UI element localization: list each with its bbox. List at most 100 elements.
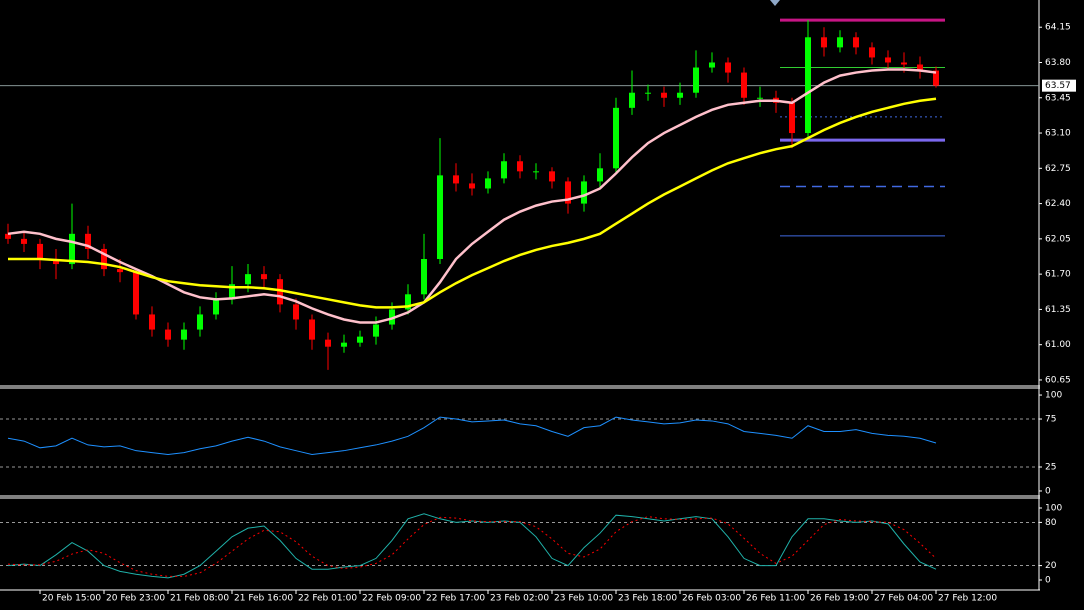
x-tick-label: 22 Feb 01:00 bbox=[298, 594, 357, 604]
x-tick-label: 20 Feb 15:00 bbox=[42, 594, 101, 604]
candle-body bbox=[405, 294, 411, 310]
x-tick-label: 23 Feb 18:00 bbox=[618, 594, 677, 604]
candle-body bbox=[837, 37, 843, 48]
price-label-bg bbox=[1042, 79, 1076, 92]
candle-body bbox=[485, 178, 491, 189]
candle-body bbox=[437, 175, 443, 260]
y-tick-label: 63.10 bbox=[1045, 129, 1071, 139]
candle-body bbox=[341, 342, 347, 347]
candle-body bbox=[229, 284, 235, 300]
candle-body bbox=[581, 181, 587, 204]
y-tick-label: 61.00 bbox=[1045, 340, 1071, 350]
x-tick-label: 26 Feb 11:00 bbox=[746, 594, 805, 604]
candle-body bbox=[101, 248, 107, 270]
candle-body bbox=[197, 314, 203, 330]
candle-body bbox=[117, 269, 123, 273]
candle-body bbox=[917, 64, 923, 71]
x-tick-label: 21 Feb 08:00 bbox=[170, 594, 229, 604]
candle-body bbox=[597, 168, 603, 182]
candle-body bbox=[933, 70, 939, 86]
candle-body bbox=[629, 92, 635, 108]
candle-body bbox=[517, 161, 523, 172]
x-tick-label: 26 Feb 03:00 bbox=[682, 594, 741, 604]
y-tick-label: 60.65 bbox=[1045, 375, 1071, 385]
candle-body bbox=[677, 92, 683, 98]
candle-body bbox=[469, 183, 475, 189]
y-tick-label: 62.05 bbox=[1045, 234, 1071, 244]
x-tick-label: 23 Feb 02:00 bbox=[490, 594, 549, 604]
candle-body bbox=[325, 339, 331, 347]
y-tick-label: 64.15 bbox=[1045, 23, 1071, 33]
candle-body bbox=[5, 233, 11, 239]
candle-body bbox=[821, 37, 827, 48]
marker bbox=[770, 0, 780, 6]
candle-body bbox=[69, 233, 75, 265]
candle-body bbox=[709, 62, 715, 68]
y-tick-label: 25 bbox=[1045, 462, 1056, 472]
candle-body bbox=[757, 97, 763, 99]
candle-body bbox=[21, 238, 27, 244]
x-tick-label: 21 Feb 16:00 bbox=[234, 594, 293, 604]
candle-body bbox=[645, 92, 651, 94]
indicator-line bbox=[7, 416, 937, 456]
y-tick-label: 61.70 bbox=[1045, 270, 1071, 280]
x-tick-label: 23 Feb 10:00 bbox=[554, 594, 613, 604]
y-tick-label: 20 bbox=[1045, 561, 1057, 571]
y-tick-label: 100 bbox=[1045, 503, 1062, 513]
y-tick-label: 0 bbox=[1045, 575, 1051, 585]
x-tick-label: 26 Feb 19:00 bbox=[810, 594, 869, 604]
candle-body bbox=[725, 62, 731, 73]
price-label: 63.57 bbox=[1045, 81, 1071, 91]
candle-body bbox=[661, 92, 667, 98]
candle-body bbox=[85, 233, 91, 249]
y-tick-label: 0 bbox=[1045, 486, 1051, 496]
candle-body bbox=[293, 304, 299, 320]
moving-average bbox=[7, 68, 937, 324]
candle-body bbox=[245, 274, 251, 285]
candle-body bbox=[261, 274, 267, 280]
candle-body bbox=[741, 72, 747, 98]
candle-body bbox=[309, 319, 315, 340]
x-tick-label: 27 Feb 12:00 bbox=[938, 594, 997, 604]
candle-body bbox=[693, 67, 699, 93]
x-tick-label: 22 Feb 17:00 bbox=[426, 594, 485, 604]
candle-body bbox=[165, 329, 171, 340]
indicator-line bbox=[7, 513, 937, 579]
candle-body bbox=[133, 272, 139, 315]
candle-body bbox=[373, 324, 379, 337]
candle-body bbox=[181, 329, 187, 340]
candle-body bbox=[389, 309, 395, 325]
y-tick-label: 63.80 bbox=[1045, 58, 1071, 68]
y-tick-label: 62.75 bbox=[1045, 164, 1071, 174]
candle-body bbox=[53, 259, 59, 265]
candle-body bbox=[149, 314, 155, 330]
candle-body bbox=[357, 336, 363, 343]
candle-body bbox=[789, 102, 795, 134]
candle-body bbox=[853, 37, 859, 48]
x-tick-label: 22 Feb 09:00 bbox=[362, 594, 421, 604]
y-tick-label: 100 bbox=[1045, 391, 1062, 401]
candle-body bbox=[565, 181, 571, 204]
candle-body bbox=[277, 279, 283, 305]
candle-body bbox=[213, 299, 219, 315]
y-tick-label: 75 bbox=[1045, 415, 1056, 425]
candle-body bbox=[901, 62, 907, 65]
candle-body bbox=[805, 37, 811, 134]
y-tick-label: 62.40 bbox=[1045, 199, 1071, 209]
candle-body bbox=[501, 161, 507, 179]
y-tick-label: 80 bbox=[1045, 518, 1057, 528]
moving-average bbox=[8, 97, 937, 309]
candle-body bbox=[533, 171, 539, 173]
y-tick-label: 61.35 bbox=[1045, 305, 1071, 315]
candle-body bbox=[37, 243, 43, 260]
y-tick-label: 63.45 bbox=[1045, 93, 1071, 103]
candle-body bbox=[421, 259, 427, 295]
candle-body bbox=[549, 171, 555, 182]
x-tick-label: 20 Feb 23:00 bbox=[106, 594, 165, 604]
x-tick-label: 27 Feb 04:00 bbox=[874, 594, 933, 604]
candle-body bbox=[869, 47, 875, 58]
candle-body bbox=[885, 57, 891, 63]
